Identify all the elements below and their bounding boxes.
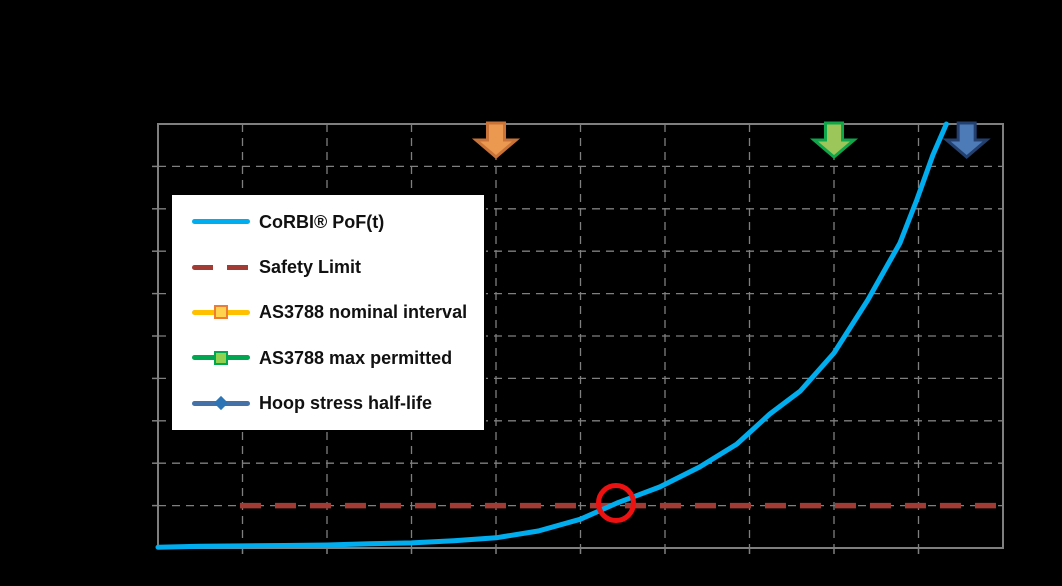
legend-item: Safety Limit [192,247,484,287]
legend-swatch-line-diamond [192,395,250,411]
legend-item: AS3788 nominal interval [192,292,484,332]
legend-item: CoRBI® PoF(t) [192,202,484,242]
crossing-highlight-circle [595,483,636,524]
down-arrow-icon [942,121,991,159]
pof-curve [155,121,949,550]
legend-label: AS3788 max permitted [259,347,453,368]
legend-swatch-dashes [192,259,250,275]
down-arrow-icon [471,121,521,159]
legend-label: Hoop stress half-life [259,393,433,414]
legend: CoRBI® PoF(t) Safety Limit AS3788 nominal … [170,193,486,432]
legend-swatch-line [192,214,250,230]
square-marker-icon [214,350,228,365]
plot-border [157,123,1004,549]
square-marker-icon [214,305,228,320]
legend-label: AS3788 nominal interval [259,302,468,323]
legend-item: AS3788 max permitted [192,338,484,378]
diamond-marker-icon [213,396,229,411]
legend-swatch-line-square [192,304,250,320]
legend-swatch-line-square [192,350,250,366]
legend-label: CoRBI® PoF(t) [259,211,385,232]
legend-item: Hoop stress half-life [192,383,484,423]
down-arrow-icon [809,121,859,159]
legend-label: Safety Limit [259,257,362,278]
